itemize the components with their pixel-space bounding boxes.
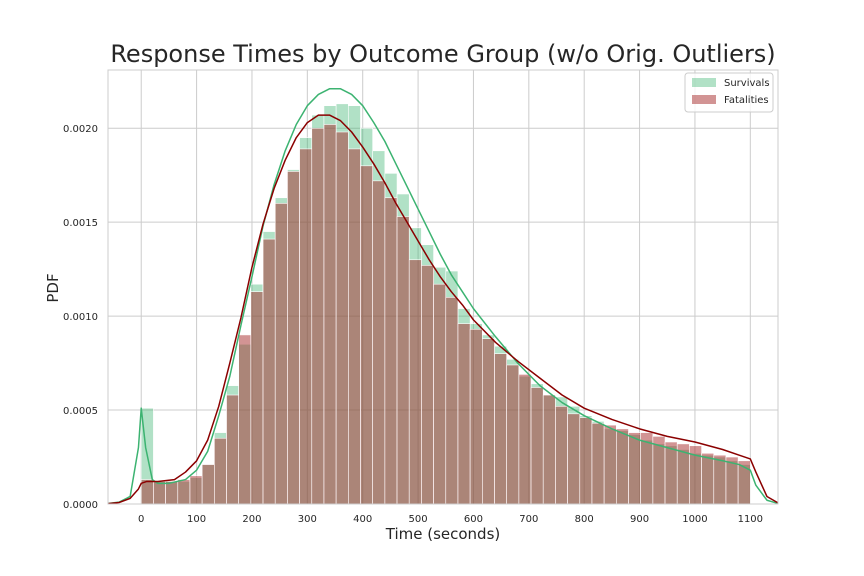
bar-fatalities bbox=[274, 203, 288, 505]
x-tick-label: 200 bbox=[242, 514, 261, 525]
kde-line-survivals bbox=[107, 88, 779, 505]
bar-fatalities bbox=[616, 428, 629, 505]
bar-fatalities bbox=[542, 394, 556, 505]
bar-fatalities bbox=[433, 283, 447, 505]
bar-fatalities bbox=[360, 165, 373, 505]
bar-fatalities bbox=[555, 406, 568, 505]
bar-fatalities bbox=[226, 394, 239, 505]
y-tick-label: 0.0000 bbox=[63, 500, 98, 511]
bar-fatalities bbox=[153, 481, 166, 505]
bar-fatalities bbox=[591, 422, 605, 505]
bar-fatalities bbox=[262, 238, 276, 505]
bar-fatalities bbox=[396, 216, 410, 505]
x-tick-label: 800 bbox=[575, 514, 594, 525]
bar-fatalities bbox=[177, 479, 191, 505]
histogram-bars bbox=[140, 103, 751, 505]
bar-fatalities bbox=[335, 131, 349, 505]
legend-swatch-survivals bbox=[692, 78, 716, 87]
x-tick-label: 1000 bbox=[682, 514, 707, 525]
bar-fatalities bbox=[482, 338, 495, 505]
bar-fatalities bbox=[445, 297, 459, 505]
bar-fatalities bbox=[628, 432, 641, 505]
bar-fatalities bbox=[250, 291, 264, 505]
bar-fatalities bbox=[165, 481, 179, 505]
bar-fatalities bbox=[348, 148, 361, 505]
bar-fatalities bbox=[372, 180, 386, 505]
bar-fatalities bbox=[469, 328, 483, 505]
plot-frame bbox=[107, 69, 779, 505]
bar-fatalities bbox=[494, 353, 507, 505]
bar-fatalities bbox=[530, 387, 544, 505]
x-axis-label: Time (seconds) bbox=[385, 525, 501, 543]
bar-fatalities bbox=[299, 148, 313, 505]
bar-fatalities bbox=[189, 475, 203, 505]
bar-fatalities bbox=[603, 424, 617, 505]
bar-fatalities bbox=[701, 452, 715, 505]
x-tick-label: 300 bbox=[298, 514, 317, 525]
x-tick-label: 100 bbox=[187, 514, 206, 525]
bar-fatalities bbox=[408, 259, 422, 505]
x-tick-label: 600 bbox=[464, 514, 483, 525]
legend: Survivals Fatalities bbox=[684, 72, 774, 113]
bar-fatalities bbox=[664, 441, 678, 505]
y-tick-label: 0.0020 bbox=[63, 124, 98, 135]
legend-label-fatalities: Fatalities bbox=[724, 95, 769, 106]
x-tick-label: 700 bbox=[519, 514, 538, 525]
bar-fatalities bbox=[311, 127, 325, 505]
x-tick-label: 1100 bbox=[738, 514, 763, 525]
y-tick-label: 0.0015 bbox=[63, 218, 98, 229]
bar-fatalities bbox=[506, 364, 520, 505]
bar-fatalities bbox=[713, 454, 727, 505]
chart-title: Response Times by Outcome Group (w/o Ori… bbox=[110, 40, 775, 68]
bar-fatalities bbox=[214, 437, 227, 505]
axes: 0 100 200 300 400 500 600 700 800 900 1000 1100 0.00… bbox=[63, 69, 779, 525]
legend-label-survivals: Survivals bbox=[724, 78, 770, 89]
bar-fatalities bbox=[201, 464, 215, 505]
bar-fatalities bbox=[457, 323, 471, 505]
bar-fatalities bbox=[421, 265, 434, 505]
kde-curves bbox=[107, 88, 779, 505]
y-axis-label: PDF bbox=[44, 273, 62, 302]
x-tick-label: 500 bbox=[409, 514, 428, 525]
kde-line-fatalities bbox=[107, 114, 779, 505]
bar-fatalities bbox=[518, 374, 532, 505]
bar-fatalities bbox=[384, 197, 398, 505]
x-tick-label: 900 bbox=[630, 514, 649, 525]
bar-fatalities bbox=[238, 334, 252, 505]
legend-swatch-fatalities bbox=[692, 95, 716, 104]
bar-fatalities bbox=[579, 417, 593, 505]
y-tick-label: 0.0010 bbox=[63, 312, 98, 323]
bar-fatalities bbox=[287, 171, 300, 505]
x-tick-label: 0 bbox=[138, 514, 144, 525]
bar-fatalities bbox=[567, 413, 581, 505]
x-tick-label: 400 bbox=[353, 514, 372, 525]
bar-fatalities bbox=[323, 124, 337, 505]
y-tick-label: 0.0005 bbox=[63, 406, 98, 417]
